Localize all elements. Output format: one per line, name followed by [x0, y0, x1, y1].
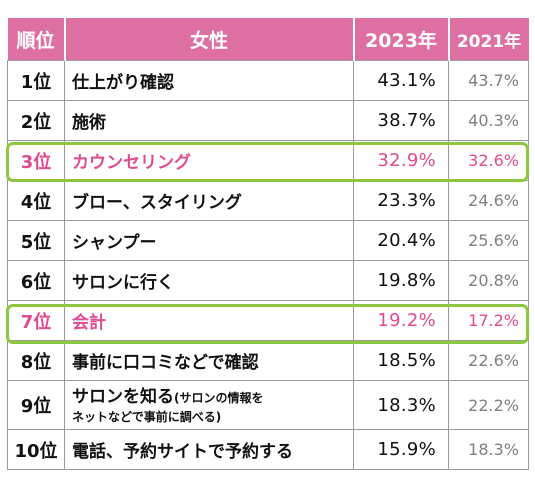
rank-cell: 1位 [7, 60, 65, 101]
value-2023-cell: 23.3% [353, 180, 449, 221]
item-note-line1: (サロンの情報を [174, 390, 264, 405]
item-cell: 事前に口コミなどで確認 [64, 340, 354, 381]
ranking-table: 順位 女性 2023年 2021年 1位 仕上がり確認 43.1% 43.7% … [7, 18, 529, 470]
table-row: 4位 ブロー、スタイリング 23.3% 24.6% [7, 180, 529, 221]
item-cell: 仕上がり確認 [64, 60, 354, 101]
value-2023-cell: 19.2% [353, 300, 449, 341]
value-2021-cell: 25.6% [448, 220, 529, 261]
value-2021-cell: 43.7% [448, 60, 529, 101]
rank-cell: 8位 [7, 340, 65, 381]
table-row: 6位 サロンに行く 19.8% 20.8% [7, 260, 529, 301]
value-2023-cell: 38.7% [353, 100, 449, 141]
header-year-2023: 2023年 [353, 18, 450, 61]
value-2023-cell: 18.5% [353, 340, 449, 381]
value-2021-cell: 40.3% [448, 100, 529, 141]
value-2023-cell: 19.8% [353, 260, 449, 301]
value-2021-cell: 22.6% [448, 340, 529, 381]
value-2021-cell: 24.6% [448, 180, 529, 221]
table-row: 9位 サロンを知る(サロンの情報を ネットなどで事前に調べる) 18.3% 22… [7, 380, 529, 430]
item-note-line2: ネットなどで事前に調べる) [72, 409, 222, 424]
item-cell: カウンセリング [64, 140, 354, 181]
value-2021-cell: 18.3% [448, 429, 529, 470]
table-header-row: 順位 女性 2023年 2021年 [7, 18, 529, 61]
rank-cell: 2位 [7, 100, 65, 141]
table-row: 10位 電話、予約サイトで予約する 15.9% 18.3% [7, 429, 529, 470]
rank-cell: 5位 [7, 220, 65, 261]
rank-cell: 6位 [7, 260, 65, 301]
table-row-highlighted: 7位 会計 19.2% 17.2% [7, 300, 529, 341]
value-2023-cell: 20.4% [353, 220, 449, 261]
header-rank: 順位 [7, 18, 66, 61]
item-label: サロンを知る [72, 386, 174, 407]
item-cell: 会計 [64, 300, 354, 341]
item-cell: 電話、予約サイトで予約する [64, 429, 354, 470]
value-2021-cell: 32.6% [448, 140, 529, 181]
item-cell: 施術 [64, 100, 354, 141]
rank-cell: 9位 [7, 380, 65, 430]
table-row: 5位 シャンプー 20.4% 25.6% [7, 220, 529, 261]
rank-cell: 7位 [7, 300, 65, 341]
value-2021-cell: 17.2% [448, 300, 529, 341]
value-2021-cell: 20.8% [448, 260, 529, 301]
value-2023-cell: 15.9% [353, 429, 449, 470]
value-2023-cell: 18.3% [353, 380, 449, 430]
rank-cell: 3位 [7, 140, 65, 181]
table-row: 1位 仕上がり確認 43.1% 43.7% [7, 60, 529, 101]
item-cell: シャンプー [64, 220, 354, 261]
item-cell: ブロー、スタイリング [64, 180, 354, 221]
value-2023-cell: 43.1% [353, 60, 449, 101]
table-row-highlighted: 3位 カウンセリング 32.9% 32.6% [7, 140, 529, 181]
value-2021-cell: 22.2% [448, 380, 529, 430]
table-row: 8位 事前に口コミなどで確認 18.5% 22.6% [7, 340, 529, 381]
item-cell: サロンを知る(サロンの情報を ネットなどで事前に調べる) [64, 380, 354, 430]
header-gender: 女性 [64, 18, 355, 61]
header-year-2021: 2021年 [448, 18, 529, 61]
value-2023-cell: 32.9% [353, 140, 449, 181]
rank-cell: 4位 [7, 180, 65, 221]
table-row: 2位 施術 38.7% 40.3% [7, 100, 529, 141]
rank-cell: 10位 [7, 429, 65, 470]
item-cell: サロンに行く [64, 260, 354, 301]
